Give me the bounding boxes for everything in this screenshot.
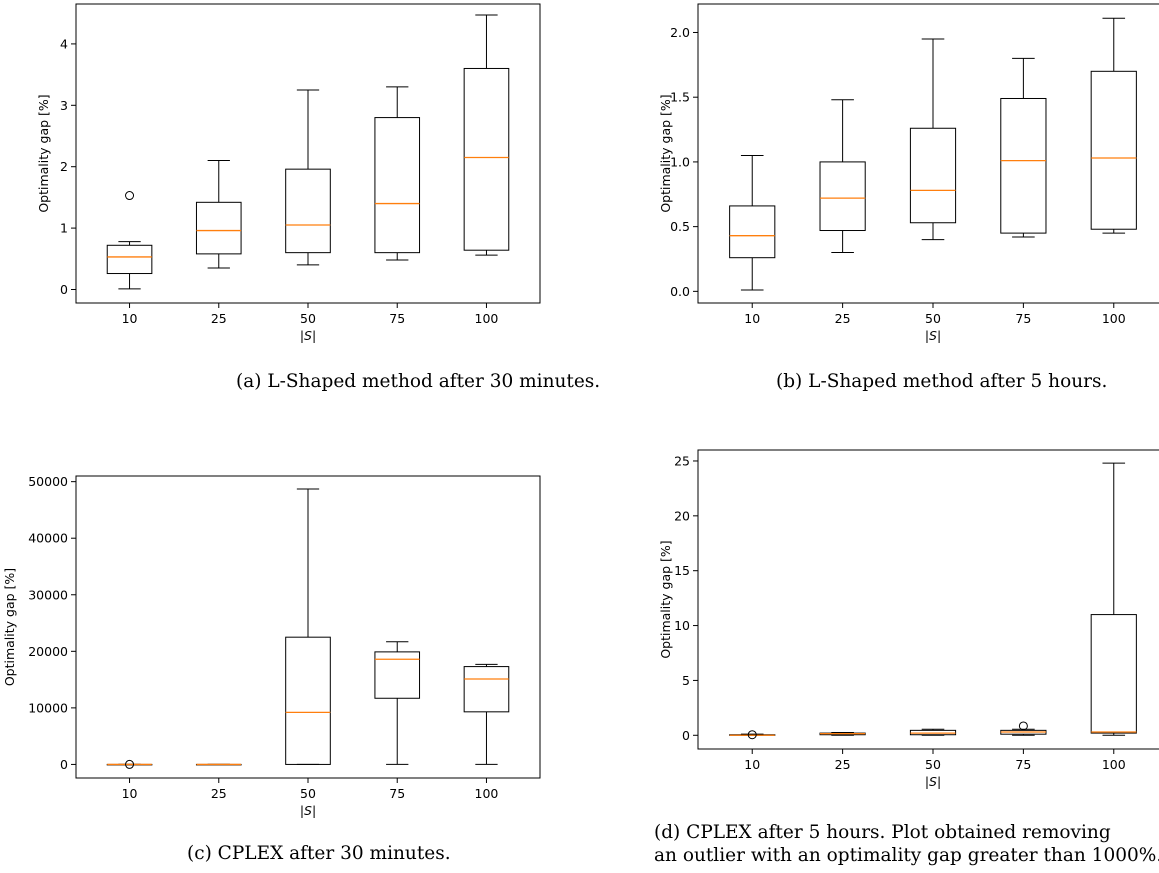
x-tick-label: 25 [835, 311, 851, 326]
caption-d-line-1: (d) CPLEX after 5 hours. Plot obtained r… [654, 822, 1111, 843]
iqr-box [1091, 71, 1136, 229]
y-tick-label: 40000 [28, 531, 68, 546]
iqr-box [375, 118, 420, 253]
y-tick-label: 20000 [28, 644, 68, 659]
subplot-b: 0.0 0.5 1.0 1.5 2.0 10 25 50 75 100 |S| Optimality … [658, 4, 1159, 343]
y-tick-label: 0 [682, 728, 690, 743]
box-50 [286, 90, 331, 265]
box-100 [1091, 18, 1136, 233]
box-10 [107, 760, 152, 768]
subplot-d: 0 5 10 15 20 25 10 25 50 75 100 |S| Optimality gap [… [658, 450, 1159, 789]
x-tick-label: 25 [211, 311, 227, 326]
subplot-c: 0 10000 20000 30000 40000 50000 10 25 50 75 100 |S|… [2, 474, 540, 818]
y-tick-label: 2 [60, 159, 68, 174]
y-tick-label: 50000 [28, 474, 68, 489]
y-tick-label: 5 [682, 673, 690, 688]
x-tick-label: 50 [300, 786, 316, 801]
y-tick-label: 0.5 [670, 219, 690, 234]
y-tick-label: 10 [674, 618, 690, 633]
box-25 [196, 161, 241, 268]
x-tick-label: 25 [835, 757, 851, 772]
y-tick-label: 25 [674, 453, 690, 468]
caption-d-line-2: an outlier with an optimality gap greate… [654, 845, 1159, 866]
y-tick-label: 3 [60, 98, 68, 113]
box-50 [286, 489, 331, 764]
x-tick-label: 10 [122, 786, 138, 801]
iqr-box [1001, 98, 1046, 233]
y-tick-label: 1.0 [670, 154, 690, 169]
x-tick-label: 25 [211, 786, 227, 801]
iqr-box [464, 667, 509, 712]
x-axis-label: |S| [925, 774, 941, 789]
box-50 [910, 39, 955, 240]
box-75 [1001, 722, 1046, 735]
y-tick-label: 0.0 [670, 284, 690, 299]
box-100 [464, 664, 509, 764]
outlier-point [126, 192, 134, 200]
y-tick-label: 10000 [28, 700, 68, 715]
x-axis-label: |S| [300, 803, 316, 818]
caption-b: (b) L-Shaped method after 5 hours. [776, 371, 1107, 392]
x-tick-label: 10 [122, 311, 138, 326]
iqr-box [820, 162, 865, 231]
box-75 [1001, 58, 1046, 237]
x-tick-label: 75 [389, 786, 405, 801]
y-tick-label: 30000 [28, 587, 68, 602]
box-100 [464, 15, 509, 255]
x-tick-label: 100 [475, 786, 499, 801]
iqr-box [286, 169, 331, 252]
y-tick-label: 20 [674, 508, 690, 523]
y-tick-label: 1 [60, 221, 68, 236]
x-axis-label: |S| [300, 328, 316, 343]
box-25 [196, 764, 241, 765]
caption-d: (d) CPLEX after 5 hours. Plot obtained r… [654, 822, 1159, 866]
iqr-box [107, 245, 152, 273]
iqr-box [196, 202, 241, 254]
box-75 [375, 87, 420, 260]
caption-c: (c) CPLEX after 30 minutes. [187, 843, 451, 864]
x-tick-label: 100 [475, 311, 499, 326]
box-25 [820, 100, 865, 253]
x-tick-label: 75 [1015, 757, 1031, 772]
y-tick-label: 4 [60, 36, 68, 51]
box-75 [375, 642, 420, 765]
box-100 [1091, 463, 1136, 735]
iqr-box [464, 68, 509, 250]
y-axis-label: Optimality gap [%] [36, 94, 51, 212]
x-tick-label: 10 [744, 757, 760, 772]
box-50 [910, 729, 955, 735]
iqr-box [910, 128, 955, 222]
y-tick-label: 15 [674, 563, 690, 578]
y-tick-label: 0 [60, 282, 68, 297]
x-tick-label: 75 [1015, 311, 1031, 326]
subplot-a: 0 1 2 3 4 10 25 50 75 100 |S| Optimality gap [%] [36, 4, 540, 343]
x-tick-label: 50 [925, 757, 941, 772]
box-25 [820, 733, 865, 736]
y-axis-label: Optimality gap [%] [658, 540, 673, 658]
caption-a: (a) L-Shaped method after 30 minutes. [236, 371, 600, 392]
x-tick-label: 100 [1102, 757, 1126, 772]
x-axis-label: |S| [925, 328, 941, 343]
y-tick-label: 1.5 [670, 90, 690, 105]
box-10 [730, 731, 775, 739]
x-tick-label: 75 [389, 311, 405, 326]
x-tick-label: 100 [1102, 311, 1126, 326]
y-axis-label: Optimality gap [%] [2, 568, 17, 686]
iqr-box [730, 206, 775, 258]
y-axis-label: Optimality gap [%] [658, 94, 673, 212]
box-10 [107, 192, 152, 289]
x-tick-label: 10 [744, 311, 760, 326]
y-tick-label: 2.0 [670, 25, 690, 40]
x-tick-label: 50 [300, 311, 316, 326]
plot-frame [698, 450, 1159, 749]
x-tick-label: 50 [925, 311, 941, 326]
y-tick-label: 0 [60, 757, 68, 772]
iqr-box [286, 637, 331, 764]
box-10 [730, 155, 775, 290]
iqr-box [1091, 615, 1136, 734]
